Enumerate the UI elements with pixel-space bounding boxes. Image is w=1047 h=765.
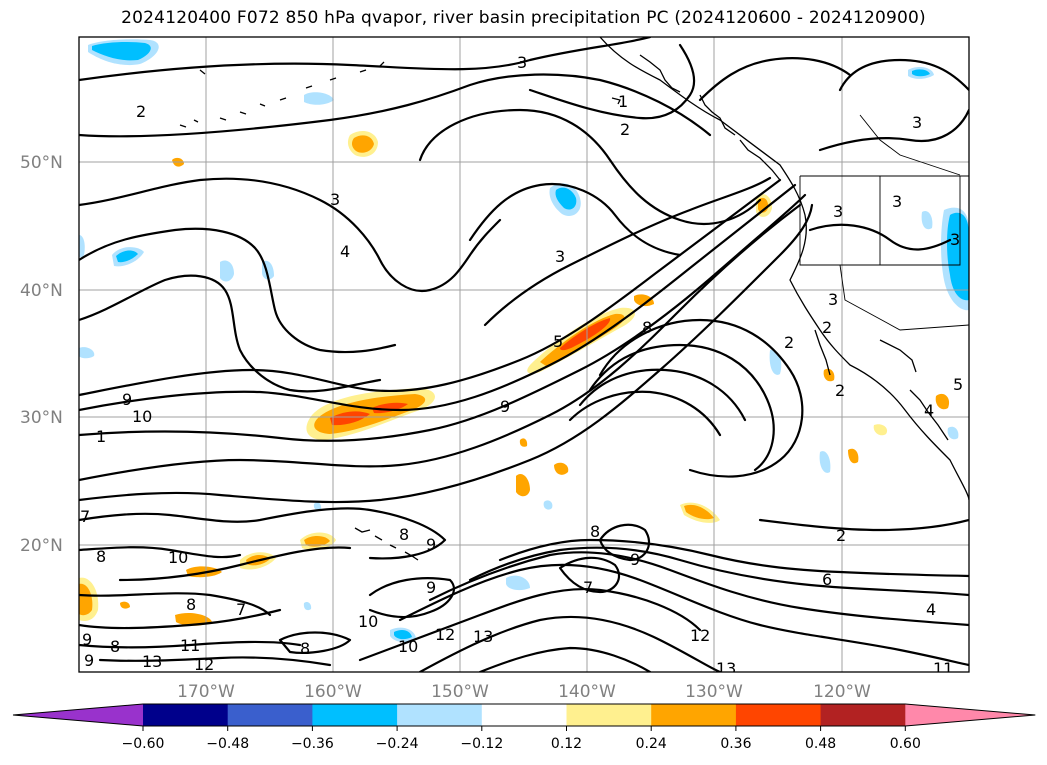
lon-label-150w: 150°W [431, 682, 489, 702]
contour-label: 7 [80, 507, 90, 526]
contour-label: 3 [517, 53, 527, 72]
contour-label: 10 [398, 637, 418, 656]
colorbar-tick-label: −0.60 [122, 736, 165, 752]
contour-label: 10 [168, 548, 188, 567]
contour-label: 8 [110, 637, 120, 656]
coastlines [179, 37, 969, 561]
colorbar-extend-high [905, 704, 1036, 726]
contour-label: 5 [953, 375, 963, 394]
colorbar-cell [397, 704, 483, 726]
contour-label: 9 [82, 630, 92, 649]
lon-label-130w: 130°W [685, 682, 743, 702]
contour-label: 9 [122, 390, 132, 409]
contour-label: 9 [426, 578, 436, 597]
plot-area [79, 37, 969, 672]
contour-label: 3 [912, 113, 922, 132]
qvapor-contours [79, 37, 969, 672]
longitude-labels: 170°W 160°W 150°W 140°W 130°W 120°W [177, 682, 871, 702]
colorbar-cell [566, 704, 652, 726]
contour-label: 6 [822, 570, 832, 589]
contour-label: 2 [784, 333, 794, 352]
contour-label: 1 [618, 92, 628, 111]
contour-label: 9 [500, 397, 510, 416]
colorbar-cell [820, 704, 906, 726]
contour-label: 8 [96, 547, 106, 566]
contour-label: 4 [926, 600, 936, 619]
contour-label: 11 [933, 659, 953, 678]
contour-label: 2 [836, 526, 846, 545]
lat-label-20n: 20°N [20, 536, 63, 556]
colorbar-tick-label: −0.12 [460, 736, 503, 752]
contour-label: 2 [620, 120, 630, 139]
colorbar-tick-label: 0.24 [636, 736, 667, 752]
map-title: 2024120400 F072 850 hPa qvapor, river ba… [121, 8, 926, 28]
contour-label: 8 [186, 595, 196, 614]
contour-label: 5 [553, 332, 563, 351]
contour-label: 8 [590, 522, 600, 541]
colorbar-cell [735, 704, 822, 726]
contour-label: 12 [435, 625, 455, 644]
latitude-labels: 50°N 40°N 30°N 20°N [20, 153, 63, 556]
colorbar-cell [143, 704, 229, 726]
colorbar-tick-label: 0.60 [890, 736, 921, 752]
contour-label: 1 [96, 427, 106, 446]
colorbar-extend-low [13, 704, 143, 726]
contour-label: 4 [924, 401, 934, 420]
contour-label: 8 [399, 525, 409, 544]
contour-label: 3 [833, 202, 843, 221]
colorbar-cell [651, 704, 737, 726]
contour-label: 11 [180, 636, 200, 655]
colorbar-cell [227, 704, 313, 726]
lon-label-160w: 160°W [304, 682, 362, 702]
contour-label: 3 [828, 290, 838, 309]
contour-label: 2 [822, 318, 832, 337]
colorbar-tick-label: 0.48 [805, 736, 836, 752]
colorbar-cell [481, 704, 567, 726]
contour-label: 13 [716, 659, 736, 678]
lat-label-30n: 30°N [20, 408, 63, 428]
contour-label: 8 [642, 318, 652, 337]
contour-label: 9 [630, 550, 640, 569]
contour-label: 2 [835, 381, 845, 400]
colorbar-tick-label: −0.24 [376, 736, 419, 752]
colorbar-tick-label: −0.36 [291, 736, 334, 752]
contour-label: 3 [950, 230, 960, 249]
political-borders [799, 114, 969, 331]
contour-label: 7 [236, 600, 246, 619]
contour-label: 3 [330, 190, 340, 209]
lat-label-40n: 40°N [20, 281, 63, 301]
contour-label: 10 [132, 407, 152, 426]
contour-label: 4 [340, 242, 350, 261]
colorbar-tick-label: −0.48 [206, 736, 249, 752]
contour-label: 8 [300, 639, 310, 658]
contour-label: 7 [583, 578, 593, 597]
contour-label: 2 [136, 102, 146, 121]
lon-label-120w: 120°W [813, 682, 871, 702]
colorbar-tick-label: 0.36 [720, 736, 751, 752]
lat-label-50n: 50°N [20, 153, 63, 173]
lon-label-140w: 140°W [558, 682, 616, 702]
contour-label: 10 [358, 612, 378, 631]
precip-positive-shading [79, 130, 950, 626]
colorbar: −0.60 −0.48 −0.36 −0.24 −0.12 0.12 0.24 0.36 0.4… [12, 703, 1036, 752]
contour-labels: 3 2 1 2 3 3 4 3 3 3 2 3 2 2 5 8 9 9 10 1… [80, 53, 963, 678]
contour-label: 13 [142, 652, 162, 671]
contour-label: 13 [473, 627, 493, 646]
contour-label: 3 [892, 192, 902, 211]
lon-label-170w: 170°W [177, 682, 235, 702]
colorbar-tick-label: 0.12 [551, 736, 582, 752]
contour-label: 12 [194, 655, 214, 674]
precip-negative-shading [79, 39, 969, 643]
plot-frame [78, 36, 970, 673]
contour-label: 9 [426, 535, 436, 554]
contour-label: 3 [555, 247, 565, 266]
contour-label: 12 [690, 626, 710, 645]
colorbar-cell [312, 704, 398, 726]
contour-label: 9 [84, 651, 94, 670]
